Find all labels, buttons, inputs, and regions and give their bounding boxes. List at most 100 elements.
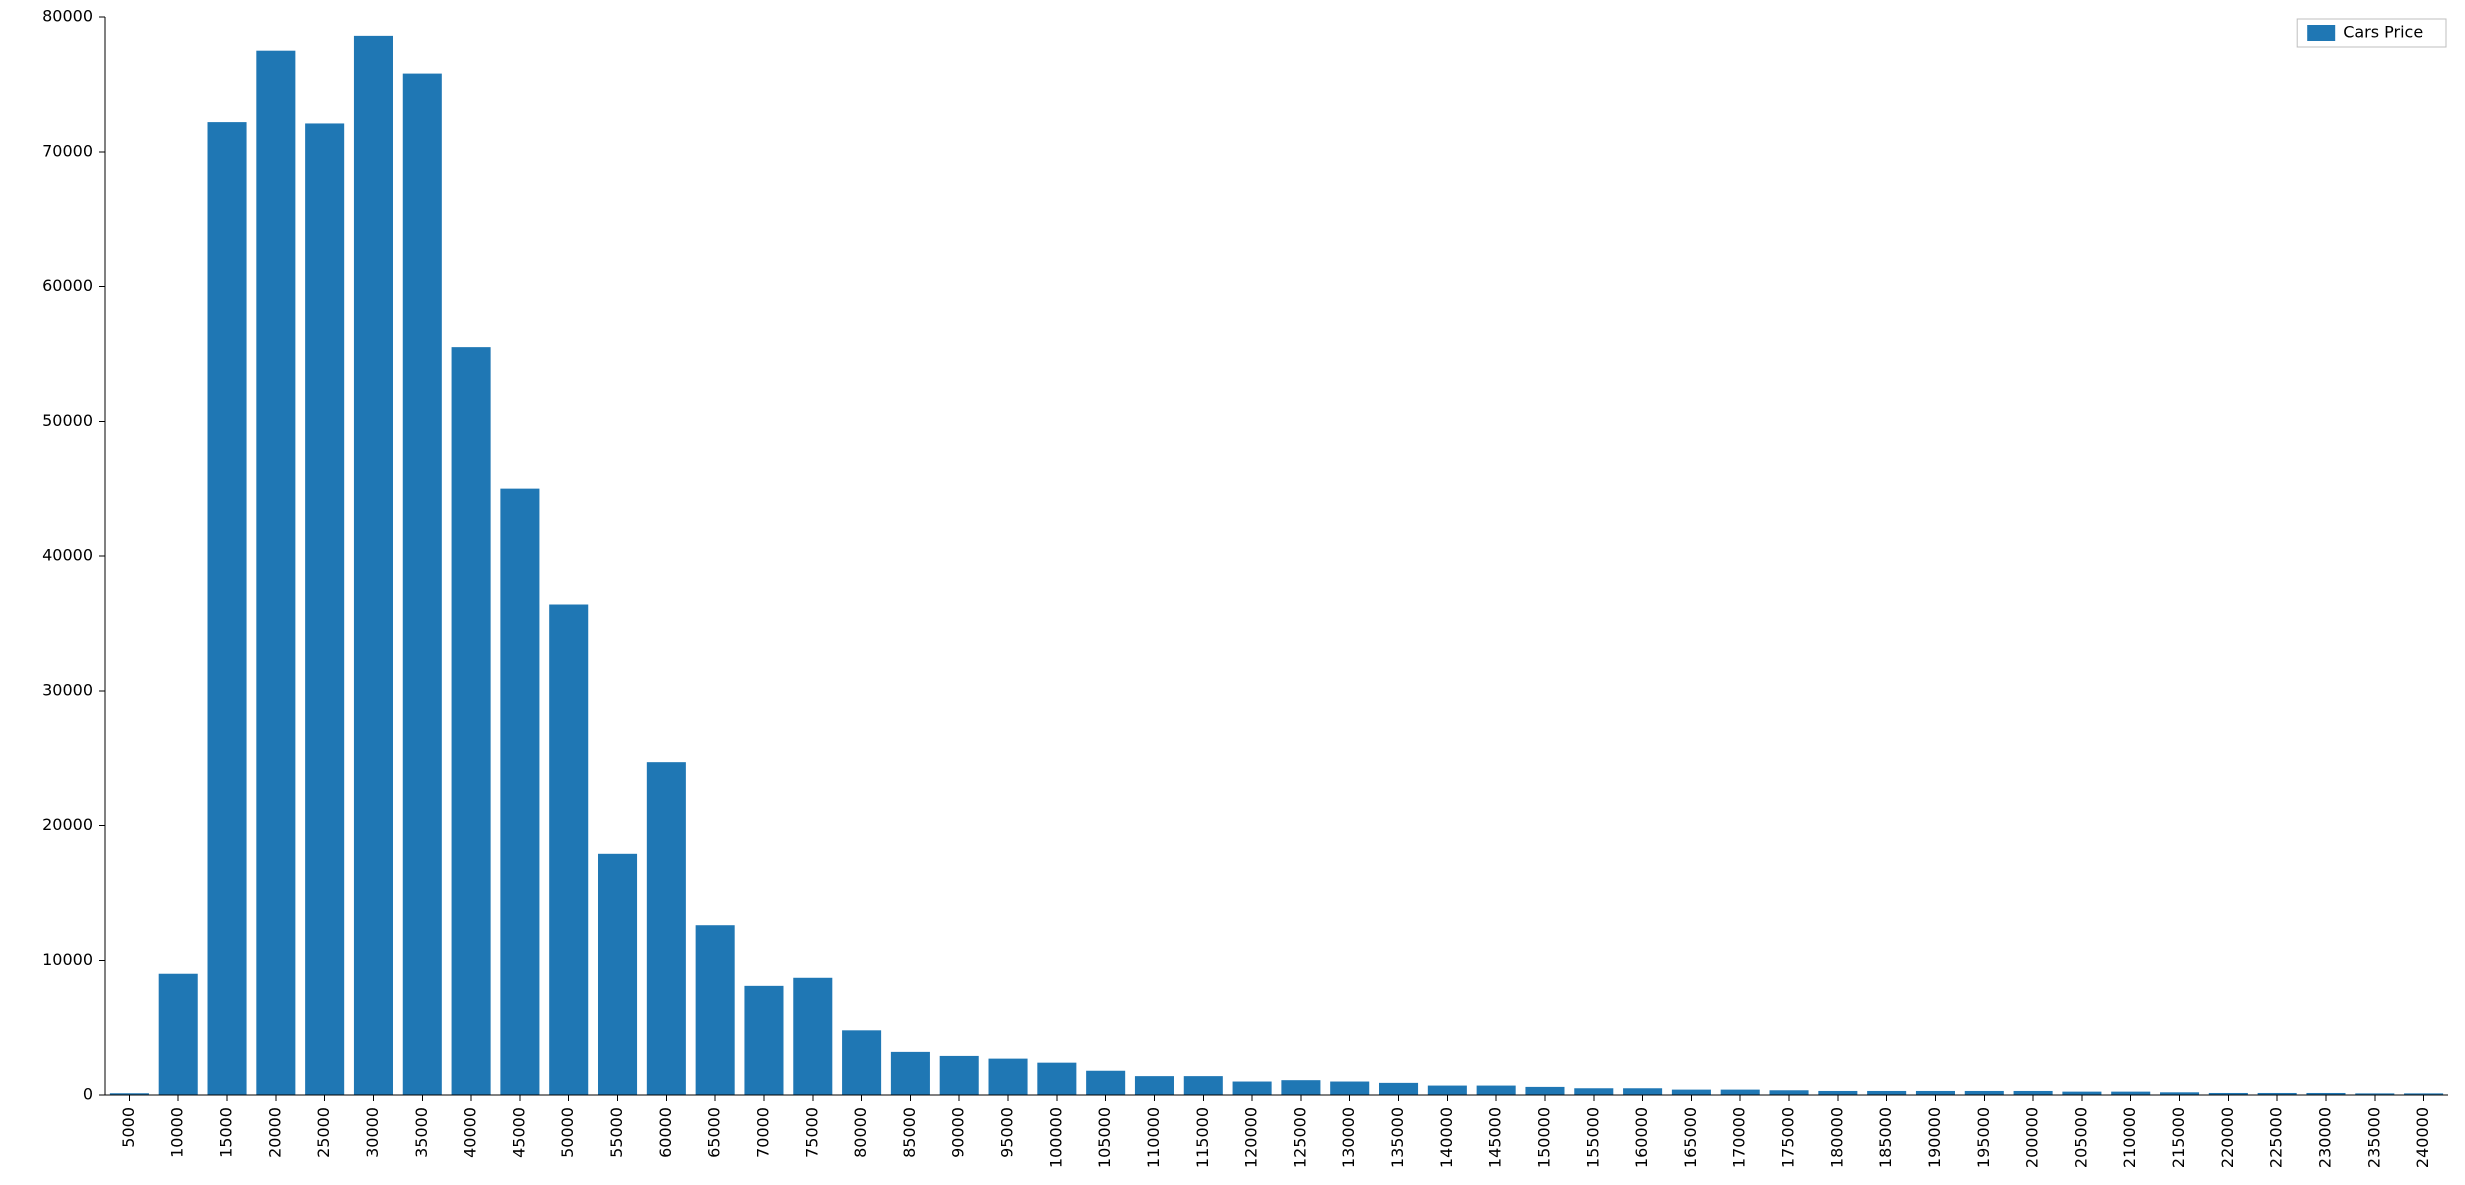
bar [354,36,393,1095]
x-tick-label: 45000 [509,1107,528,1158]
y-tick-label: 10000 [42,950,93,969]
legend: Cars Price [2297,19,2446,47]
x-tick-label: 35000 [412,1107,431,1158]
bar [1525,1087,1564,1095]
bar [1281,1080,1320,1095]
bar [2111,1092,2150,1095]
bar [793,978,832,1095]
bar [1379,1083,1418,1095]
bar [940,1056,979,1095]
bar [1330,1082,1369,1095]
legend-swatch [2307,25,2335,41]
y-tick-label: 20000 [42,815,93,834]
y-tick-label: 30000 [42,680,93,699]
x-tick-label: 40000 [461,1107,480,1158]
x-tick-label: 100000 [1046,1107,1065,1168]
x-tick-label: 55000 [607,1107,626,1158]
x-tick-label: 10000 [168,1107,187,1158]
x-tick-label: 120000 [1242,1107,1261,1168]
x-tick-label: 145000 [1486,1107,1505,1168]
x-tick-label: 165000 [1681,1107,1700,1168]
x-tick-label: 225000 [2267,1107,2286,1168]
bar [1574,1088,1613,1095]
x-tick-label: 90000 [949,1107,968,1158]
bar [1086,1071,1125,1095]
x-tick-label: 185000 [1876,1107,1895,1168]
bar [500,489,539,1095]
x-tick-label: 5000 [119,1107,138,1148]
x-tick-label: 220000 [2218,1107,2237,1168]
x-tick-label: 105000 [1095,1107,1114,1168]
bar [989,1059,1028,1095]
x-tick-label: 80000 [851,1107,870,1158]
y-tick-label: 40000 [42,546,93,565]
bar [647,762,686,1095]
bar [842,1030,881,1095]
bar [1770,1090,1809,1095]
x-tick-label: 110000 [1144,1107,1163,1168]
x-tick-label: 60000 [656,1107,675,1158]
bar [452,347,491,1095]
x-tick-label: 160000 [1632,1107,1651,1168]
bar [1037,1063,1076,1095]
y-tick-label: 0 [83,1085,93,1104]
x-tick-label: 190000 [1925,1107,1944,1168]
bar [1184,1076,1223,1095]
bar [549,605,588,1095]
bar [744,986,783,1095]
x-tick-label: 210000 [2120,1107,2139,1168]
x-tick-label: 175000 [1779,1107,1798,1168]
x-tick-label: 65000 [705,1107,724,1158]
bar [1477,1086,1516,1095]
x-tick-label: 205000 [2071,1107,2090,1168]
x-tick-label: 135000 [1388,1107,1407,1168]
legend-label: Cars Price [2343,23,2423,42]
x-tick-label: 15000 [217,1107,236,1158]
x-tick-label: 20000 [265,1107,284,1158]
y-tick-label: 60000 [42,276,93,295]
x-tick-label: 95000 [998,1107,1017,1158]
x-tick-label: 235000 [2364,1107,2383,1168]
bar [2062,1092,2101,1095]
bar [1721,1090,1760,1095]
x-tick-label: 30000 [363,1107,382,1158]
x-tick-label: 240000 [2413,1107,2432,1168]
bar [1672,1090,1711,1095]
x-tick-label: 50000 [558,1107,577,1158]
bar [208,122,247,1095]
x-tick-label: 130000 [1339,1107,1358,1168]
cars-price-histogram: 0 10000 20000 30000 40000 50000 60000 70000 8000… [0,0,2465,1185]
y-tick-label: 70000 [42,141,93,160]
y-tick-label: 80000 [42,7,93,26]
x-tick-label: 230000 [2315,1107,2334,1168]
bar [891,1052,930,1095]
x-tick-label: 25000 [314,1107,333,1158]
x-tick-label: 75000 [802,1107,821,1158]
x-tick-label: 170000 [1730,1107,1749,1168]
chart-container: 0 10000 20000 30000 40000 50000 60000 70000 8000… [0,0,2465,1185]
x-tick-label: 215000 [2169,1107,2188,1168]
bar [1428,1086,1467,1095]
x-tick-label: 180000 [1827,1107,1846,1168]
bar [1135,1076,1174,1095]
x-tick-label: 70000 [753,1107,772,1158]
x-tick-label: 195000 [1974,1107,1993,1168]
bar [1623,1088,1662,1095]
bar [2014,1091,2053,1095]
bar [1867,1091,1906,1095]
x-tick-label: 150000 [1534,1107,1553,1168]
bar [305,123,344,1095]
x-tick-label: 125000 [1290,1107,1309,1168]
bar [256,51,295,1095]
x-tick-label: 115000 [1193,1107,1212,1168]
bar [403,74,442,1095]
bar [598,854,637,1095]
y-tick-label: 50000 [42,411,93,430]
bar [696,925,735,1095]
bar [1818,1091,1857,1095]
x-tick-label: 155000 [1583,1107,1602,1168]
bar [1233,1082,1272,1095]
x-tick-label: 200000 [2023,1107,2042,1168]
x-tick-label: 140000 [1437,1107,1456,1168]
bar [159,974,198,1095]
